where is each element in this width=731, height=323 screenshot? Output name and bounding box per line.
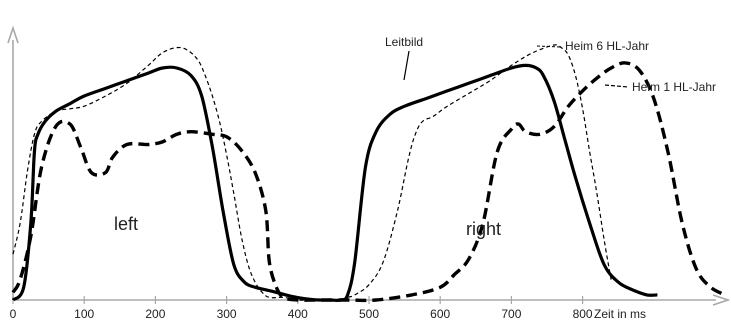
axes <box>7 25 731 306</box>
x-tick-label: 700 <box>501 307 521 321</box>
x-tick-label: 400 <box>288 307 308 321</box>
x-tick-label: 600 <box>430 307 450 321</box>
x-tick-label: 800 <box>573 307 593 321</box>
x-axis-arrow <box>712 294 731 306</box>
x-ticks: 0 100 200 300 400 500 600 700 800 <box>10 296 593 321</box>
leader-leitbild <box>403 50 410 81</box>
labels: left right Leitbild Heim 6 HL-Jahr Heim … <box>114 35 716 321</box>
series-line-1 <box>12 44 612 301</box>
series-layer <box>11 44 726 303</box>
x-tick-label: 500 <box>359 307 379 321</box>
legend-label-heim6: Heim 6 HL-Jahr <box>565 39 649 53</box>
x-tick-label: 0 <box>10 307 17 321</box>
annotation-left: left <box>114 214 138 234</box>
x-tick-label: 300 <box>217 307 237 321</box>
x-tick-label: 100 <box>74 307 94 321</box>
x-axis-title: Zeit in ms <box>594 307 646 321</box>
leader-heim6 <box>536 45 562 48</box>
x-tick-label: 200 <box>145 307 165 321</box>
series-line-0 <box>11 63 658 302</box>
y-axis-arrow <box>7 25 19 44</box>
leader-heim1 <box>604 84 629 88</box>
series-line-2 <box>11 61 726 303</box>
annotation-right: right <box>466 219 501 239</box>
legend-label-heim1: Heim 1 HL-Jahr <box>632 80 716 94</box>
legend-label-leitbild: Leitbild <box>385 35 423 49</box>
